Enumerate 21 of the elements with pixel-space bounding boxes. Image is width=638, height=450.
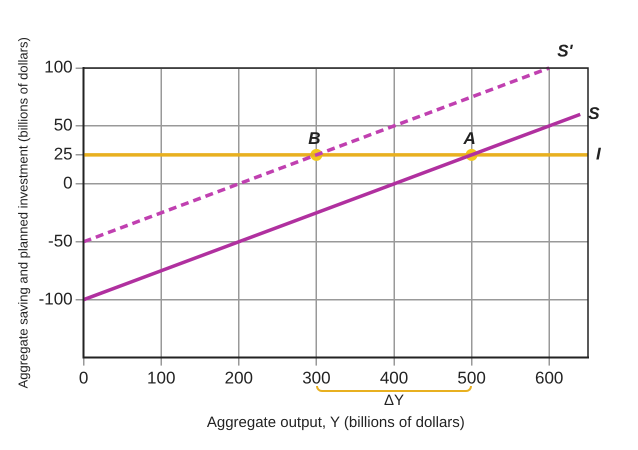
y-tick-label: -50 [48, 231, 73, 250]
y-tick-label: 100 [44, 58, 73, 77]
annotation: A [462, 129, 476, 148]
x-tick-label: 0 [78, 368, 88, 388]
annotation: B [308, 129, 321, 148]
y-axis-title: Aggregate saving and planned investment (billions of dollars) [15, 37, 30, 388]
x-tick-label: 100 [147, 368, 176, 388]
series-label: S [588, 104, 600, 124]
x-tick-label: 200 [224, 368, 254, 388]
y-tick-label: 0 [63, 174, 73, 193]
x-tick-label: 600 [535, 368, 564, 388]
y-tick-label: 25 [54, 144, 73, 164]
x-axis-title: Aggregate output, Y (billions of dollars) [206, 414, 465, 432]
y-tick-label: -100 [38, 289, 73, 308]
y-tick-label: 50 [54, 116, 73, 135]
series-label: S' [557, 42, 574, 61]
series-label: I [596, 144, 602, 164]
x-tick-label: 500 [457, 368, 486, 388]
x-tick-label: 400 [380, 368, 408, 388]
text: ΔY [384, 392, 404, 410]
x-tick-label: 300 [302, 368, 331, 388]
